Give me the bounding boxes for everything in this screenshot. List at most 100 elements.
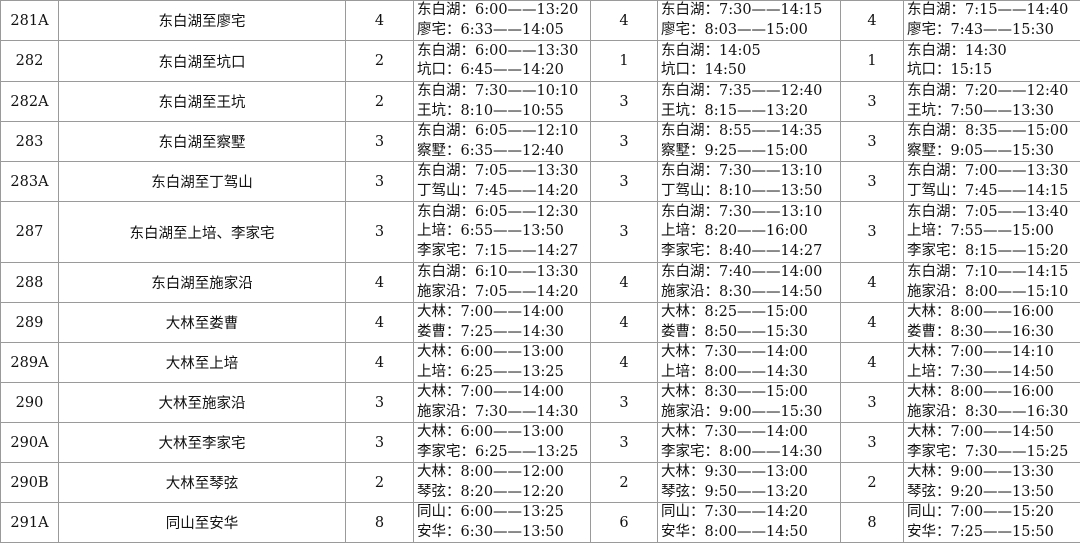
time-line: 施家沿：8:00——15:10: [907, 283, 1080, 303]
route-number: 288: [1, 263, 59, 303]
trip-count-3: 4: [841, 343, 904, 383]
time-line: 王坑：8:10——10:55: [417, 102, 590, 122]
time-line: 大林：7:00——14:00: [417, 383, 590, 403]
time-line: 王坑：7:50——13:30: [907, 102, 1080, 122]
time-line: 大林：7:00——14:00: [417, 303, 590, 323]
route-name: 大林至娄曹: [59, 303, 346, 343]
trip-count-2: 3: [591, 122, 658, 162]
time-line: 东白湖：6:10——13:30: [417, 263, 590, 283]
trip-count-3: 2: [841, 463, 904, 503]
time-line: 东白湖：7:05——13:30: [417, 162, 590, 182]
time-line: 琴弦：8:20——12:20: [417, 483, 590, 503]
route-number: 290B: [1, 463, 59, 503]
trip-count-2: 3: [591, 82, 658, 122]
time-line: 施家沿：8:30——16:30: [907, 403, 1080, 423]
time-line: 察墅：9:05——15:30: [907, 142, 1080, 162]
time-line: 上培：7:30——14:50: [907, 363, 1080, 383]
time-line: 东白湖：7:10——14:15: [907, 263, 1080, 283]
trip-count-2: 4: [591, 343, 658, 383]
route-name: 东白湖至坑口: [59, 41, 346, 82]
time-line: 上培：8:00——14:30: [661, 363, 840, 383]
time-line: 察墅：9:25——15:00: [661, 142, 840, 162]
trip-count-3: 3: [841, 423, 904, 463]
trip-count-3: 3: [841, 383, 904, 423]
time-line: 东白湖：6:05——12:30: [417, 203, 590, 223]
time-line: 廖宅：6:33——14:05: [417, 21, 590, 41]
time-line: 大林：9:00——13:30: [907, 463, 1080, 483]
time-line: 娄曹：7:25——14:30: [417, 323, 590, 343]
time-line: 丁驾山：8:10——13:50: [661, 182, 840, 202]
time-line: 施家沿：9:00——15:30: [661, 403, 840, 423]
trip-count-3: 3: [841, 162, 904, 202]
time-line: 大林：6:00——13:00: [417, 423, 590, 443]
time-line: 东白湖：6:00——13:20: [417, 1, 590, 21]
time-line: 大林：8:30——15:00: [661, 383, 840, 403]
time-line: 东白湖：7:35——12:40: [661, 82, 840, 102]
trip-count-3: 3: [841, 82, 904, 122]
time-line: 安华：7:25——15:50: [907, 523, 1080, 543]
time-line: 上培：6:55——13:50: [417, 222, 590, 242]
trip-count-1: 4: [346, 1, 414, 41]
time-line: 东白湖：7:15——14:40: [907, 1, 1080, 21]
route-name: 东白湖至丁驾山: [59, 162, 346, 202]
time-line: 东白湖：8:35——15:00: [907, 122, 1080, 142]
route-number: 290: [1, 383, 59, 423]
time-line: 察墅：6:35——12:40: [417, 142, 590, 162]
time-line: 琴弦：9:50——13:20: [661, 483, 840, 503]
time-line: 大林：9:30——13:00: [661, 463, 840, 483]
time-line: 东白湖：7:30——13:10: [661, 162, 840, 182]
trip-count-1: 3: [346, 202, 414, 263]
route-number: 283: [1, 122, 59, 162]
route-number: 282: [1, 41, 59, 82]
route-name: 东白湖至上培、李家宅: [59, 202, 346, 263]
trip-count-3: 4: [841, 263, 904, 303]
time-line: 琴弦：9:20——13:50: [907, 483, 1080, 503]
trip-count-2: 4: [591, 1, 658, 41]
time-line: 大林：8:00——16:00: [907, 383, 1080, 403]
route-number: 290A: [1, 423, 59, 463]
route-name: 大林至上培: [59, 343, 346, 383]
time-line: 大林：7:00——14:10: [907, 343, 1080, 363]
time-line: 安华：6:30——13:50: [417, 523, 590, 543]
time-line: 东白湖：7:30——13:10: [661, 203, 840, 223]
trip-count-2: 3: [591, 383, 658, 423]
time-line: 李家宅：8:00——14:30: [661, 443, 840, 463]
time-line: 东白湖：7:00——13:30: [907, 162, 1080, 182]
time-line: 东白湖：7:20——12:40: [907, 82, 1080, 102]
time-line: 施家沿：7:30——14:30: [417, 403, 590, 423]
time-line: 施家沿：7:05——14:20: [417, 283, 590, 303]
time-line: 东白湖：7:30——14:15: [661, 1, 840, 21]
trip-count-1: 2: [346, 82, 414, 122]
trip-count-1: 3: [346, 383, 414, 423]
trip-count-1: 4: [346, 263, 414, 303]
